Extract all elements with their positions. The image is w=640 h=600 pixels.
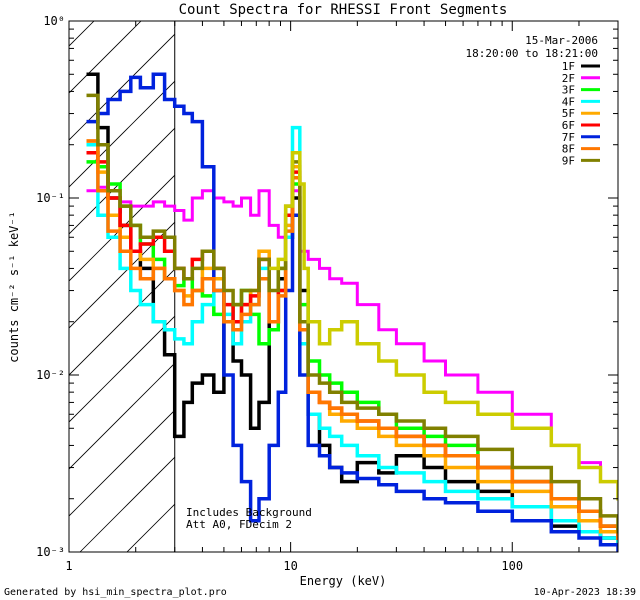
legend-label: 2F — [562, 72, 575, 85]
hatch-line — [69, 409, 175, 517]
axis-tick-labels: 1 10 100 10⁰ 10⁻¹ 10⁻² 10⁻³ — [36, 14, 523, 573]
y-tick-label: 10⁰ — [43, 14, 65, 28]
legend-label: 1F — [562, 60, 575, 73]
x-tick-label: 1 — [65, 559, 72, 573]
series-layer — [86, 72, 618, 552]
legend-label: 5F — [562, 107, 575, 120]
x-tick-label: 10 — [283, 559, 297, 573]
series-line-unlabeled — [269, 151, 618, 501]
legend-label: 6F — [562, 119, 575, 132]
time-range-label: 18:20:00 to 18:21:00 — [466, 47, 598, 60]
legend-label: 3F — [562, 84, 575, 97]
legend-label: 7F — [562, 131, 575, 144]
plot-frame — [68, 20, 619, 553]
y-tick-label: 10⁻² — [36, 368, 65, 382]
y-tick-label: 10⁻¹ — [36, 191, 65, 205]
chart-title: Count Spectra for RHESSI Front Segments — [179, 2, 508, 18]
annotation-background: Includes Background — [186, 506, 312, 519]
legend-label: 9F — [562, 154, 575, 167]
series-line-2f — [86, 185, 618, 501]
hatch-line — [69, 174, 175, 282]
hatch-line — [69, 221, 175, 329]
x-tick-label: 100 — [501, 559, 523, 573]
annotation-attenuator: Att A0, FDecim 2 — [186, 518, 292, 531]
x-axis-label: Energy (keV) — [300, 574, 387, 588]
series-line-7f — [86, 72, 618, 552]
legend-label: 8F — [562, 143, 575, 156]
y-axis-label: counts cm⁻² s⁻¹ keV⁻¹ — [7, 211, 21, 363]
hatch-line — [69, 362, 175, 470]
hatch-line — [69, 33, 175, 141]
footer-generator: Generated by hsi_min_spectra_plot.pro — [4, 587, 227, 598]
hatch-line — [69, 21, 142, 94]
legend-label: 4F — [562, 95, 575, 108]
date-label: 15-Mar-2006 — [525, 34, 598, 47]
y-tick-label: 10⁻³ — [36, 545, 65, 559]
series-line-8f — [86, 139, 618, 540]
axis-ticks — [68, 21, 619, 553]
hatch-lines — [69, 21, 175, 552]
footer-timestamp: 10-Apr-2023 18:39 — [534, 587, 636, 598]
